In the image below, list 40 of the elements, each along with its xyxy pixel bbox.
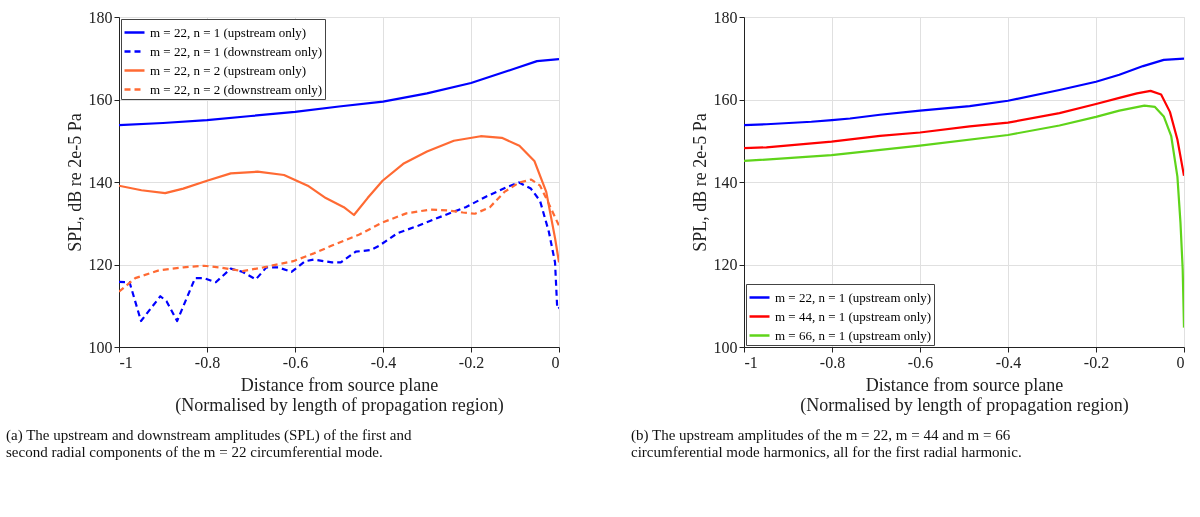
- x-tick-label: -1: [119, 353, 133, 371]
- x-tick-label: -0.4: [370, 353, 397, 371]
- x-tick-label: 0: [1176, 353, 1185, 371]
- y-tick-label: 140: [713, 173, 738, 191]
- y-tick-label: 180: [88, 8, 113, 26]
- legend-label: m = 22, n = 1 (downstream only): [150, 43, 323, 59]
- legend-label: m = 22, n = 1 (upstream only): [775, 289, 932, 305]
- x-tick-label: -0.2: [458, 353, 485, 371]
- legend-label: m = 22, n = 1 (upstream only): [150, 24, 307, 40]
- line-series: [119, 181, 559, 323]
- legend-label: m = 22, n = 2 (downstream only): [150, 81, 323, 97]
- line-series: [744, 89, 1184, 177]
- x-tick-label: -0.2: [1083, 353, 1110, 371]
- x-axis-title: Distance from source plane (Normalised by length of propagation region): [800, 374, 1129, 416]
- y-tick-label: 160: [88, 91, 113, 108]
- text: (a) The upstream and downstream amplitudes (SPL) of the first and second radial components of the m = 22 circumferential mode.: [6, 427, 412, 460]
- line-series: [744, 57, 1184, 127]
- x-axis-title: Distance from source plane (Normalised by length of propagation region): [175, 374, 504, 416]
- y-axis-title: SPL, dB re 2e-5 Pa: [64, 113, 85, 252]
- y-axis-title: SPL, dB re 2e-5 Pa: [689, 113, 710, 252]
- x-tick-label: -0.6: [907, 353, 934, 371]
- x-tick-label: -1: [744, 353, 758, 371]
- legend-label: m = 44, n = 1 (upstream only): [775, 308, 932, 324]
- y-tick-label: 140: [88, 173, 113, 191]
- x-tick-label: -0.6: [282, 353, 309, 371]
- line-series: [744, 104, 1184, 329]
- x-tick-label: -0.4: [995, 353, 1022, 371]
- line-series: [119, 57, 559, 127]
- x-tick-label: -0.8: [819, 353, 846, 371]
- legend-label: m = 66, n = 1 (upstream only): [775, 327, 932, 343]
- y-tick-label: 180: [713, 8, 738, 26]
- y-tick-label: 120: [88, 256, 113, 273]
- y-tick-label: 160: [713, 91, 738, 108]
- x-tick-label: 0: [551, 353, 560, 371]
- y-tick-label: 100: [713, 338, 738, 356]
- text: (b) The upstream amplitudes of the m = 22, m = 44 and m = 66 circumferential mode harmonics, all for the first radial harmonic.: [631, 427, 1022, 460]
- legend-label: m = 22, n = 2 (upstream only): [150, 62, 307, 78]
- y-tick-label: 100: [88, 338, 113, 356]
- y-tick-label: 120: [713, 256, 738, 273]
- x-tick-label: -0.8: [194, 353, 221, 371]
